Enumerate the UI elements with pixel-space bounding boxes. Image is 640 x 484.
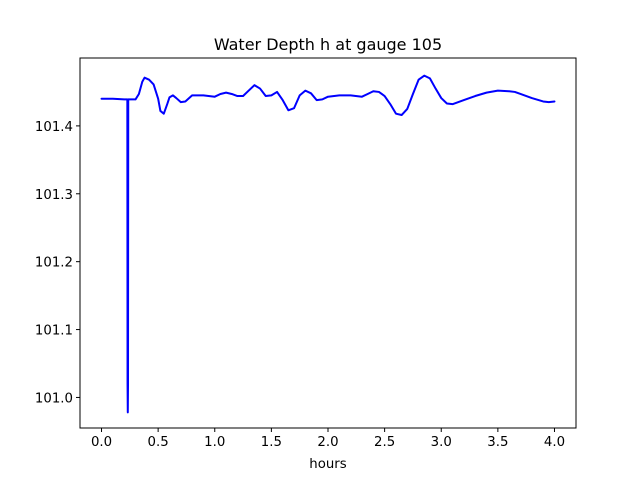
y-tick-label: 101.2 bbox=[35, 256, 73, 271]
y-axis-ticks: 101.0 101.1 101.2 101.3 101.4 bbox=[35, 120, 80, 406]
chart-title: Water Depth h at gauge 105 bbox=[214, 35, 442, 54]
y-tick-label: 101.4 bbox=[35, 120, 73, 135]
plot-frame bbox=[79, 57, 577, 429]
series-layer bbox=[100, 74, 556, 414]
x-tick-label: 3.5 bbox=[487, 435, 508, 450]
series-line-0 bbox=[100, 74, 556, 414]
x-tick-label: 1.0 bbox=[204, 435, 225, 450]
x-axis-label: hours bbox=[309, 457, 346, 472]
y-tick-label: 101.1 bbox=[35, 324, 73, 339]
x-tick-label: 2.0 bbox=[317, 435, 338, 450]
x-tick-label: 3.0 bbox=[431, 435, 452, 450]
y-tick-label: 101.0 bbox=[35, 391, 73, 406]
x-tick-label: 0.0 bbox=[91, 435, 112, 450]
x-axis-ticks: 0.0 0.5 1.0 1.5 2.0 2.5 3.0 3.5 4.0 bbox=[91, 428, 565, 450]
y-tick-label: 101.3 bbox=[35, 188, 73, 203]
x-tick-label: 0.5 bbox=[148, 435, 169, 450]
x-tick-label: 2.5 bbox=[374, 435, 395, 450]
x-tick-label: 4.0 bbox=[544, 435, 565, 450]
plot-background bbox=[80, 58, 576, 428]
x-tick-label: 1.5 bbox=[261, 435, 282, 450]
